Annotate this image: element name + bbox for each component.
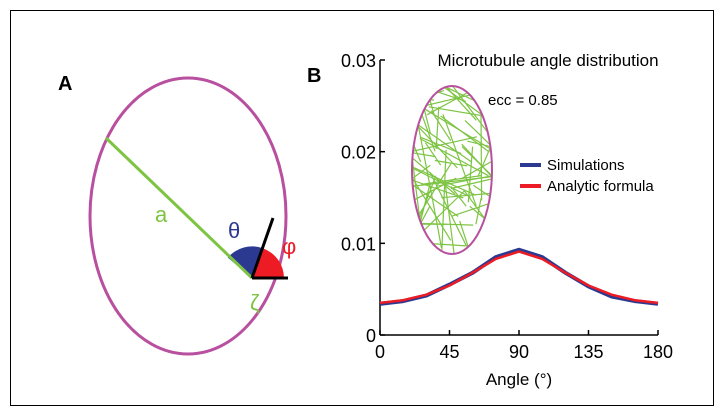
- microtubule-line: [419, 137, 489, 177]
- axis-ticks: 0 45 90 135 180 0 0.01 0.02 0.03: [341, 51, 673, 362]
- x-tick-label: 135: [573, 342, 603, 362]
- microtubule-line: [451, 195, 492, 217]
- microtubule-line: [412, 177, 452, 241]
- y-tick-label: 0.02: [341, 143, 376, 163]
- x-tick-label: 180: [643, 342, 673, 362]
- x-tick-label: 90: [509, 342, 529, 362]
- microtubule-line: [412, 118, 472, 163]
- a-label: a: [155, 202, 168, 227]
- panel-a: A a θ φ ζ: [58, 73, 296, 356]
- x-tick-label: 0: [375, 342, 385, 362]
- legend-label-simulations: Simulations: [547, 157, 625, 174]
- microtubule-line: [444, 185, 459, 254]
- microtubule-line: [412, 163, 452, 245]
- panel-b: B Microtubule angle distribution 0 45 90 13…: [307, 51, 673, 389]
- microtubule-line: [477, 146, 492, 177]
- microtubule-line: [436, 86, 476, 102]
- chart-legend: Simulations Analytic formula: [520, 157, 654, 195]
- microtubule-line: [430, 110, 452, 142]
- legend-label-analytic: Analytic formula: [547, 178, 654, 195]
- microtubule-line: [475, 198, 482, 225]
- x-tick-label: 45: [439, 342, 459, 362]
- semi-axis-line: [104, 136, 254, 280]
- microtubule-line: [463, 189, 486, 219]
- microtubule-line: [414, 222, 474, 226]
- microtubule-line: [412, 179, 464, 199]
- microtubule-line: [464, 119, 492, 163]
- microtubule-line: [480, 112, 483, 201]
- panel-a-label: A: [58, 73, 72, 95]
- figure-frame: [10, 10, 714, 406]
- panel-b-label: B: [307, 65, 321, 87]
- series-line-analytic: [379, 250, 659, 305]
- y-tick-label: 0.01: [341, 234, 376, 254]
- microtubule-line: [421, 189, 466, 233]
- microtubule-line: [450, 173, 492, 190]
- tangent-line: [250, 217, 275, 279]
- phi-label: φ: [282, 234, 296, 259]
- y-tick-label: 0: [366, 326, 376, 346]
- microtubule-line: [433, 86, 477, 121]
- microtubule-line: [467, 146, 474, 203]
- microtubule-line: [459, 220, 477, 254]
- x-axis-label: Angle (°): [486, 370, 552, 389]
- microtubule-line: [412, 131, 422, 163]
- microtubule-line: [412, 136, 478, 154]
- microtubule-line: [412, 86, 431, 134]
- microtubule-line: [428, 106, 492, 125]
- microtubule-line: [434, 159, 468, 167]
- y-tick-label: 0.03: [341, 51, 376, 71]
- zeta-label: ζ: [250, 290, 260, 315]
- microtubule-line: [421, 175, 482, 185]
- microtubule-line: [412, 153, 476, 196]
- ellipse-outline: [88, 76, 288, 356]
- microtubule-line: [412, 120, 458, 169]
- theta-label: θ: [228, 218, 240, 243]
- microtubule-line: [469, 205, 492, 234]
- phi-angle-wedge: [252, 248, 284, 278]
- microtubule-line: [461, 146, 492, 178]
- eccentricity-annotation: ecc = 0.85: [488, 92, 558, 109]
- microtubule-line: [412, 157, 471, 198]
- inset-ellipse-outline: [411, 85, 493, 255]
- microtubule-line: [435, 106, 440, 149]
- chart-series: [379, 247, 659, 306]
- chart-title: Microtubule angle distribution: [437, 51, 658, 70]
